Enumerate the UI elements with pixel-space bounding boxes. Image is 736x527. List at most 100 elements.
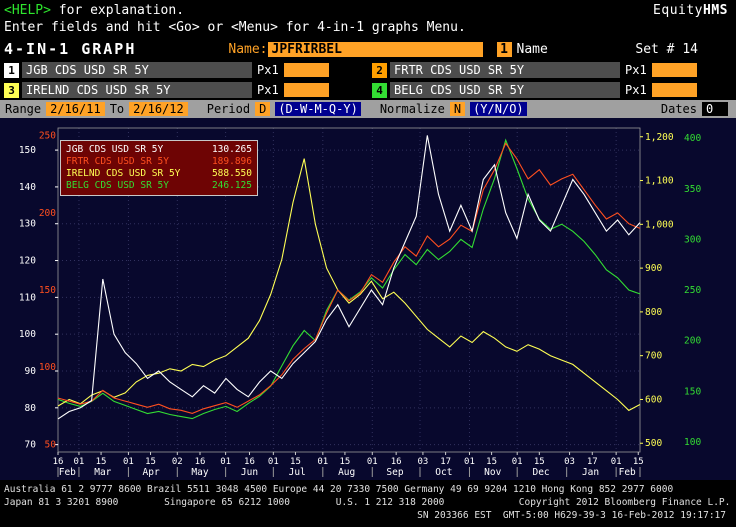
range-toolbar: Range 2/16/11 To 2/16/12 Period D (D-W-M… — [0, 100, 736, 118]
normalize-input[interactable]: N — [449, 102, 466, 116]
help-text: for explanation. — [50, 3, 185, 18]
axis-left_inner: 250 200 150 100 50 — [39, 131, 56, 451]
svg-text:16: 16 — [195, 457, 206, 467]
legend-row-frtr: FRTR CDS USD SR 5Y 189.896 — [66, 156, 252, 168]
svg-text:100: 100 — [684, 437, 701, 448]
security-1-px-input[interactable] — [283, 63, 329, 77]
axis-right_inner: 1,200 1,100 1,000 900 800 700 600 500 — [640, 132, 674, 449]
series-line-frtr — [57, 142, 641, 414]
legend-value: 588.550 — [211, 168, 252, 179]
security-2-input[interactable]: FRTR CDS USD SR 5Y — [390, 62, 620, 78]
footer-contacts-1: Australia 61 2 9777 8600 Brazil 5511 304… — [4, 484, 674, 495]
help-hint: <HELP> for explanation. — [4, 3, 184, 18]
help-bar: <HELP> for explanation. EquityHMS — [0, 0, 736, 19]
svg-text:Oct: Oct — [435, 467, 452, 478]
svg-text:140: 140 — [19, 182, 36, 193]
svg-text:15: 15 — [290, 457, 301, 467]
legend-row-belg: BELG CDS USD SR 5Y 246.125 — [66, 180, 252, 192]
securities-row-1: 1 JGB CDS USD SR 5Y Px1 2 FRTR CDS USD S… — [0, 60, 736, 80]
security-1-number-box[interactable]: 1 — [4, 62, 19, 78]
security-3-px-input[interactable] — [283, 83, 329, 97]
legend-label: BELG CDS USD SR 5Y — [66, 180, 169, 191]
name-index-box[interactable]: 1 — [496, 41, 512, 57]
brand-hms: HMS — [703, 3, 728, 18]
security-3-number-box[interactable]: 3 — [4, 82, 19, 98]
svg-text:70: 70 — [25, 440, 37, 451]
svg-text:02: 02 — [172, 457, 183, 467]
svg-text:150: 150 — [19, 145, 36, 156]
svg-text:Apr: Apr — [143, 467, 160, 478]
security-2-number-box[interactable]: 2 — [372, 62, 387, 78]
svg-text:Mar: Mar — [94, 467, 111, 478]
plot-border — [57, 127, 641, 453]
securities-row-2: 3 IRELND CDS USD SR 5Y Px1 4 BELG CDS US… — [0, 80, 736, 100]
svg-text:01: 01 — [74, 457, 85, 467]
period-options: (D-W-M-Q-Y) — [275, 102, 361, 116]
brand-logo: EquityHMS — [653, 3, 728, 18]
security-2-px-label: Px1 — [625, 63, 647, 77]
x-axis-day-ticks: 16 01 15 01 15 02 16 01 16 01 15 01 15 01 16 03 17 01 15 01… — [53, 452, 644, 467]
svg-text:15: 15 — [633, 457, 644, 467]
security-4-px-label: Px1 — [625, 83, 647, 97]
security-4-input[interactable]: BELG CDS USD SR 5Y — [390, 82, 620, 98]
security-3-input[interactable]: IRELND CDS USD SR 5Y — [22, 82, 252, 98]
legend-row-jgb: JGB CDS USD SR 5Y 130.265 — [66, 144, 252, 156]
svg-text:Dec: Dec — [532, 467, 549, 478]
period-input[interactable]: D — [255, 102, 271, 116]
svg-text:80: 80 — [25, 403, 37, 414]
name-label: Name: — [228, 41, 268, 57]
legend-value: 246.125 — [211, 180, 252, 191]
security-2-px-input[interactable] — [651, 63, 697, 77]
normalize-label: Normalize — [379, 102, 445, 116]
svg-text:600: 600 — [645, 394, 662, 405]
svg-text:May: May — [191, 467, 208, 478]
range-to-input[interactable]: 2/16/12 — [129, 102, 188, 116]
svg-text:Feb: Feb — [619, 467, 636, 478]
svg-text:Jul: Jul — [289, 467, 306, 478]
legend-value: 130.265 — [211, 144, 252, 155]
help-command[interactable]: <HELP> — [4, 3, 51, 18]
title-bar: 4-IN-1 GRAPH Name: JPFRIRBEL 1 Name Set … — [0, 38, 736, 60]
svg-text:01: 01 — [317, 457, 328, 467]
svg-text:Jun: Jun — [241, 467, 258, 478]
svg-text:01: 01 — [220, 457, 231, 467]
svg-text:16: 16 — [53, 457, 64, 467]
svg-text:15: 15 — [534, 457, 545, 467]
svg-text:Sep: Sep — [386, 467, 403, 478]
svg-text:700: 700 — [645, 351, 662, 362]
page-title: 4-IN-1 GRAPH — [4, 40, 137, 58]
svg-text:01: 01 — [268, 457, 279, 467]
brand-equity: Equity — [653, 3, 704, 18]
svg-text:250: 250 — [39, 131, 56, 142]
range-from-input[interactable]: 2/16/11 — [46, 102, 105, 116]
svg-text:16: 16 — [244, 457, 255, 467]
svg-text:50: 50 — [45, 439, 57, 450]
security-3-px-label: Px1 — [257, 83, 279, 97]
svg-text:01: 01 — [367, 457, 378, 467]
security-3: 3 IRELND CDS USD SR 5Y Px1 — [0, 82, 368, 98]
security-4-px-input[interactable] — [651, 83, 697, 97]
cds-spread-chart[interactable]: 150140130120110100908070250200150100501,… — [0, 118, 736, 480]
security-4-number-box[interactable]: 4 — [372, 82, 387, 98]
security-1-px-label: Px1 — [257, 63, 279, 77]
set-number-label: Set # 14 — [635, 41, 698, 57]
svg-text:Feb: Feb — [59, 467, 76, 478]
svg-text:110: 110 — [19, 292, 36, 303]
svg-text:03: 03 — [417, 457, 428, 467]
footer-contacts-2: Japan 81 3 3201 8900 Singapore 65 6212 1… — [4, 497, 731, 508]
svg-text:01: 01 — [512, 457, 523, 467]
name-suffix-label: Name — [516, 41, 548, 57]
svg-text:500: 500 — [645, 438, 662, 449]
svg-text:01: 01 — [123, 457, 134, 467]
security-4: 4 BELG CDS USD SR 5Y Px1 — [368, 82, 736, 98]
security-2: 2 FRTR CDS USD SR 5Y Px1 — [368, 62, 736, 78]
series-line-jgb — [57, 135, 641, 420]
legend-label: IRELND CDS USD SR 5Y — [66, 168, 181, 179]
dates-input[interactable]: 0 — [702, 102, 728, 116]
graph-name-input[interactable]: JPFRIRBEL — [267, 41, 483, 57]
svg-text:17: 17 — [440, 457, 451, 467]
svg-text:15: 15 — [145, 457, 156, 467]
security-1-input[interactable]: JGB CDS USD SR 5Y — [22, 62, 252, 78]
svg-text:250: 250 — [684, 285, 701, 296]
